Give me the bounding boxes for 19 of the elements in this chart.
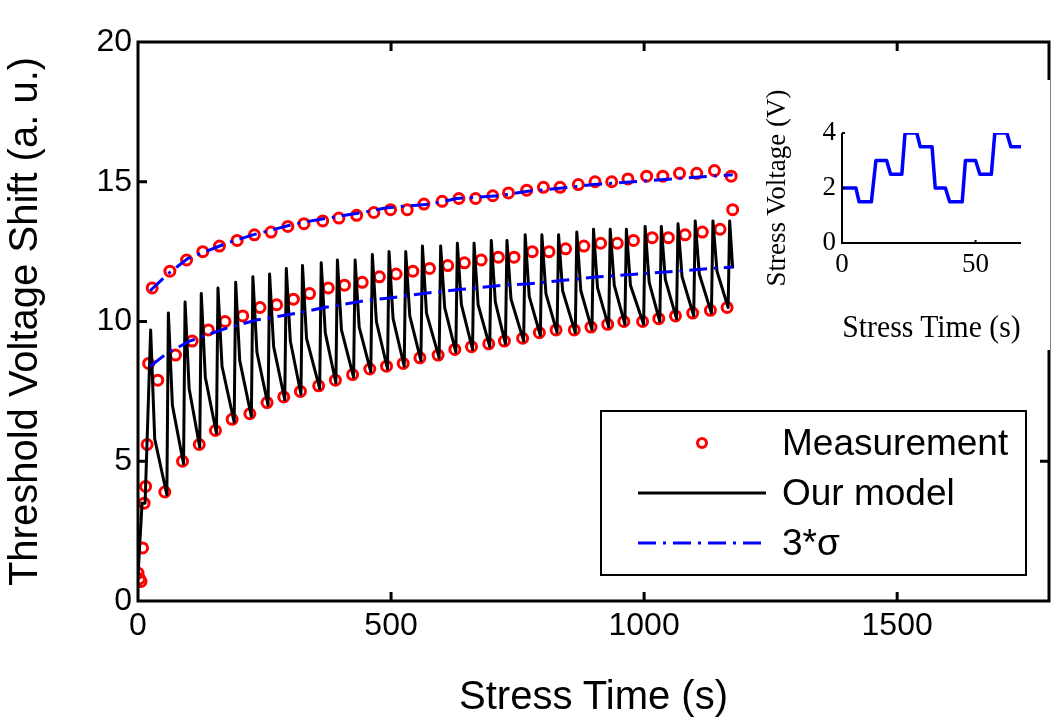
y-tick-label: 0: [114, 580, 132, 617]
x-tick-label: 50: [962, 248, 990, 279]
x-axis-title: Stress Time (s): [842, 308, 1021, 345]
y-tick-label: 4: [822, 116, 837, 147]
y-tick-label: 15: [96, 161, 132, 198]
x-axis-title: Stress Time (s): [459, 673, 728, 718]
y-tick-label: 0: [822, 226, 836, 257]
y-tick-label: 5: [114, 441, 132, 478]
y-tick-label: 2: [822, 171, 836, 202]
legend-label: Our model: [782, 472, 955, 514]
x-tick-label: 1500: [861, 606, 933, 643]
x-tick-label: 1000: [608, 606, 680, 643]
y-tick-label: 10: [96, 301, 132, 338]
y-axis-title: Stress Voltage (V): [761, 89, 792, 287]
y-tick-label: 20: [96, 21, 132, 58]
legend-label: Measurement: [782, 422, 1009, 464]
y-axis-title: Threshold Voltage Shift (a. u.): [1, 56, 46, 587]
legend-label: 3*σ: [782, 522, 840, 564]
x-tick-label: 500: [364, 606, 418, 643]
